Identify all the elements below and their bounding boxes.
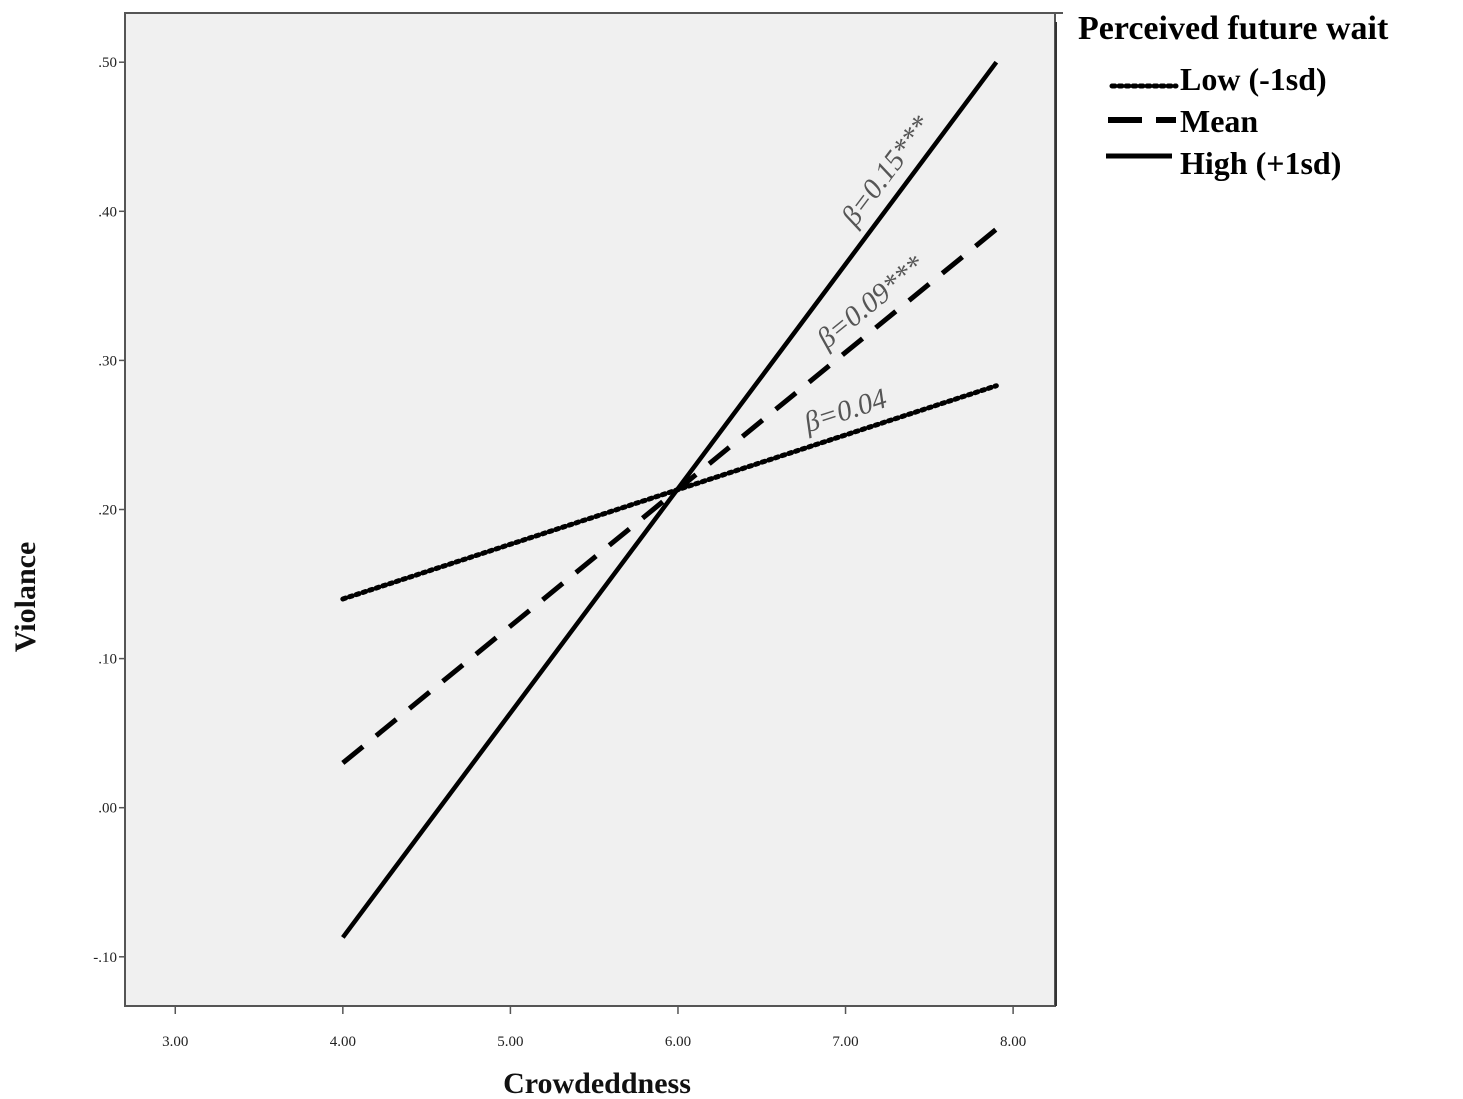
legend-title: Perceived future wait bbox=[1078, 10, 1389, 47]
x-tick-label: 6.00 bbox=[665, 1034, 691, 1050]
legend-label: Low (-1sd) bbox=[1180, 61, 1327, 97]
x-axis-ticks: 3.00 4.00 5.00 6.00 7.00 8.00 bbox=[162, 1006, 1026, 1050]
series-line-dotted bbox=[340, 383, 999, 602]
legend-label: High (+1sd) bbox=[1180, 145, 1341, 181]
y-tick-label: .50 bbox=[98, 55, 117, 71]
x-axis-title: Crowdeddness bbox=[503, 1067, 691, 1099]
x-tick-label: 3.00 bbox=[162, 1034, 188, 1050]
x-tick-label: 4.00 bbox=[330, 1034, 356, 1050]
y-tick-label: .30 bbox=[98, 353, 117, 369]
series-line-solid bbox=[341, 60, 999, 939]
y-tick-label: .20 bbox=[98, 503, 117, 519]
x-tick-label: 8.00 bbox=[1000, 1034, 1026, 1050]
y-tick-label: .00 bbox=[98, 801, 117, 817]
plot-area bbox=[124, 12, 1056, 1007]
legend: Perceived future wait Low (-1sd) Mean High… bbox=[1078, 10, 1389, 181]
x-tick-label: 5.00 bbox=[497, 1034, 523, 1050]
legend-label: Mean bbox=[1180, 103, 1258, 139]
y-axis-title: Violance bbox=[9, 542, 42, 653]
legend-items: Low (-1sd) Mean High (+1sd) bbox=[1106, 61, 1341, 181]
y-tick-label: .10 bbox=[98, 652, 117, 668]
y-tick-label: -.10 bbox=[93, 950, 117, 966]
y-axis-ticks: -.10 .00 .10 .20 .30 .40 .50 bbox=[93, 55, 125, 966]
x-tick-label: 7.00 bbox=[832, 1034, 858, 1050]
series-lines bbox=[340, 60, 999, 939]
y-tick-label: .40 bbox=[98, 204, 117, 220]
series-line-dashed bbox=[341, 227, 998, 765]
